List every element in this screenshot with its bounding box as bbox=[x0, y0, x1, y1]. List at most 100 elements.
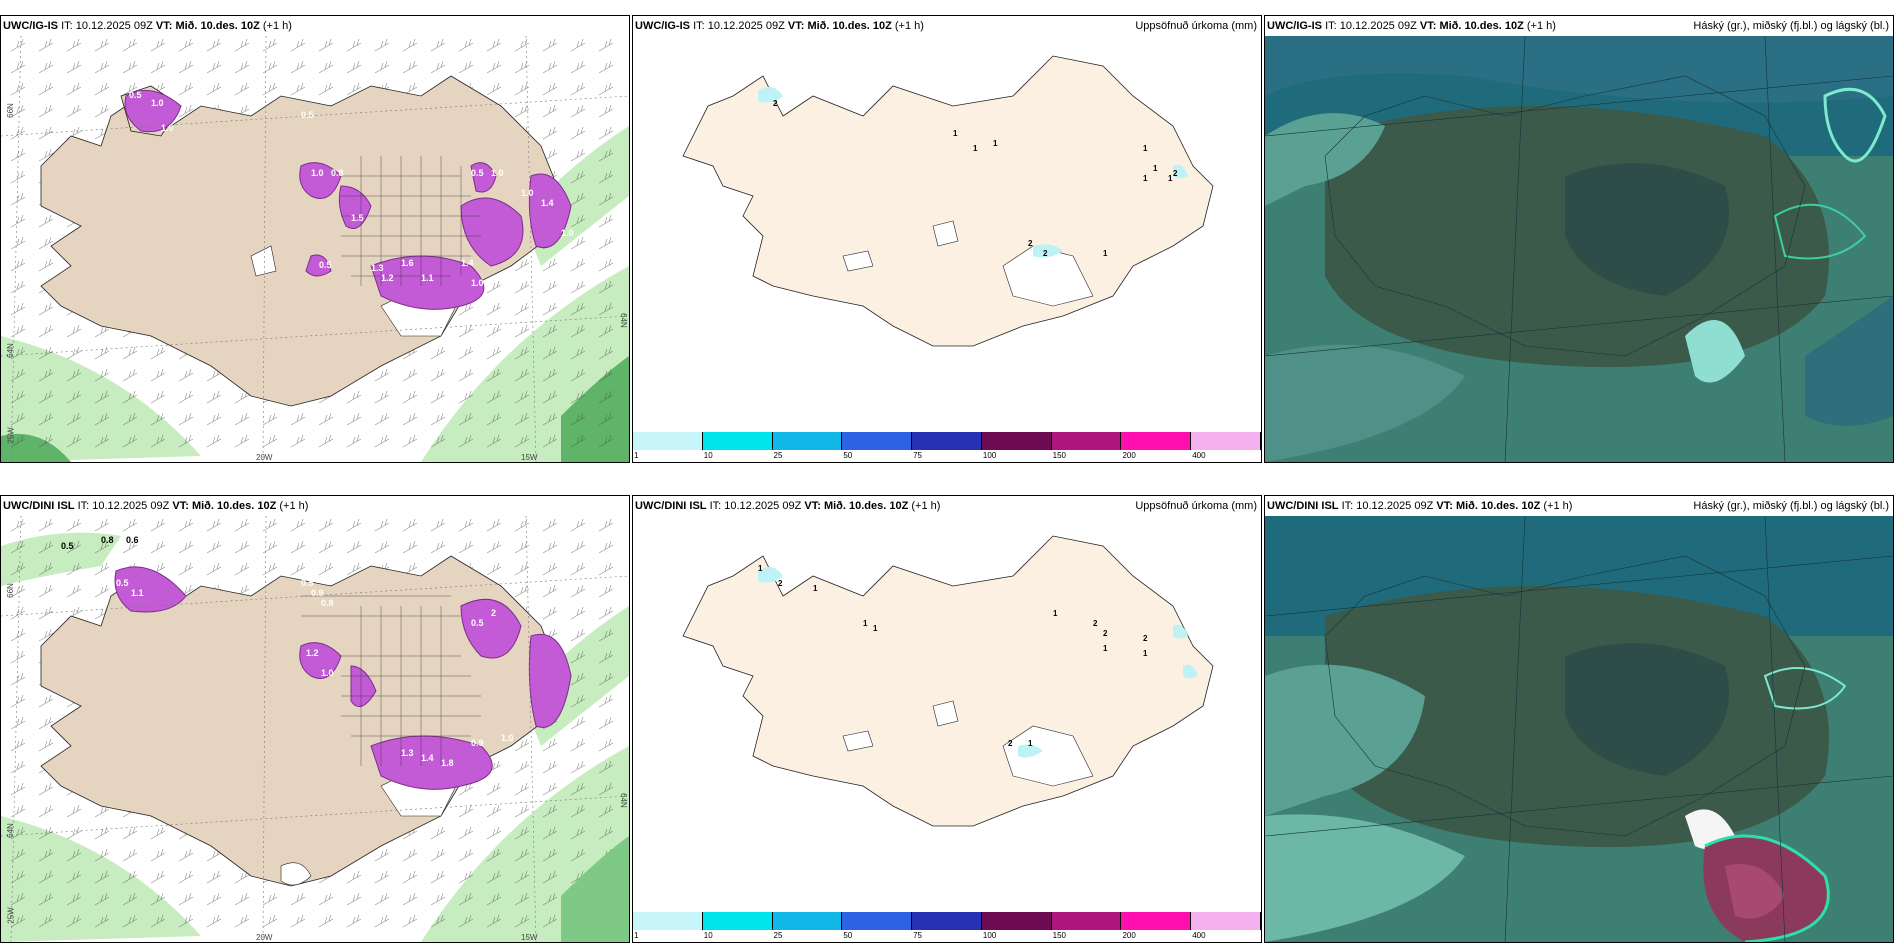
colorbar-tick: 10 bbox=[703, 451, 713, 460]
colorbar: 1 10 25 50 75 100 150 200 400 bbox=[633, 432, 1261, 462]
wind-value-label: 2 bbox=[491, 608, 496, 618]
model-name: UWC/IG-IS bbox=[635, 20, 690, 32]
vt-label: VT: bbox=[787, 20, 805, 32]
precip-value-label: 2 bbox=[1008, 739, 1013, 748]
colorbar-tick: 10 bbox=[703, 931, 713, 940]
colorbar: 1 10 25 50 75 100 150 200 400 bbox=[633, 912, 1261, 942]
colorbar-tick: 25 bbox=[773, 451, 783, 460]
precip-value-label: 1 bbox=[1053, 609, 1058, 618]
lead-time: (+1 h) bbox=[911, 500, 941, 512]
colorbar-swatch bbox=[702, 912, 773, 930]
precip-value-label: 2 bbox=[1028, 239, 1033, 248]
hatch-area bbox=[341, 156, 481, 286]
it-label: IT: bbox=[61, 20, 73, 32]
precip-value-label: 1 bbox=[1103, 249, 1108, 258]
it-value: 10.12.2025 09Z bbox=[707, 20, 785, 32]
wind-value-label: 1.4 bbox=[541, 198, 554, 208]
wind-value-label: 0.5 bbox=[61, 541, 74, 551]
colorbar-swatch bbox=[1191, 432, 1261, 450]
colorbar-tick: 150 bbox=[1052, 451, 1067, 460]
colorbar-swatch bbox=[772, 432, 843, 450]
wind-value-label: 1.0 bbox=[521, 188, 534, 198]
vt-value: Mið. 10.des. 10Z bbox=[807, 20, 892, 32]
colorbar-tick: 400 bbox=[1192, 931, 1206, 940]
precip-value-label: 1 bbox=[993, 139, 998, 148]
panel-header: UWC/IG-IS IT: 10.12.2025 09Z VT: Mið. 10… bbox=[635, 19, 1257, 35]
colorbar-swatch bbox=[912, 912, 982, 930]
wind-value-label: 1.2 bbox=[306, 648, 319, 658]
vt-label: VT: bbox=[1436, 500, 1453, 512]
field-title: Uppsöfnuð úrkoma (mm) bbox=[1135, 500, 1257, 512]
wind-value-label: 1.1 bbox=[421, 273, 434, 283]
wind-value-label: 1.3 bbox=[371, 263, 384, 273]
panel-header: UWC/DINI ISL IT: 10.12.2025 09Z VT: Mið.… bbox=[3, 499, 625, 515]
model-name: UWC/DINI ISL bbox=[635, 500, 707, 512]
wind-value-label: 0.5 bbox=[116, 578, 129, 588]
precip-value-label: 1 bbox=[1168, 174, 1173, 183]
lead-time: (+1 h) bbox=[1543, 500, 1573, 512]
precip-value-label: 2 bbox=[1173, 169, 1178, 178]
precip-blobs bbox=[124, 89, 572, 310]
panel-header: UWC/IG-IS IT: 10.12.2025 09Z VT: Mið. 10… bbox=[3, 19, 625, 35]
panel-header: UWC/IG-IS IT: 10.12.2025 09Z VT: Mið. 10… bbox=[1267, 19, 1889, 35]
panel-header: UWC/DINI ISL IT: 10.12.2025 09Z VT: Mið.… bbox=[1267, 499, 1889, 515]
colorbar-swatch bbox=[633, 912, 703, 930]
wind-map: 0.50.8 0.60.51.10.50.90.81.21.00.521.3 1.4… bbox=[1, 516, 629, 942]
colorbar-swatch bbox=[981, 912, 1052, 930]
wind-value-label: 1.0 bbox=[151, 98, 164, 108]
lat-label: 66N bbox=[5, 583, 15, 598]
colorbar-tick: 50 bbox=[843, 451, 853, 460]
lat-label: 64N bbox=[5, 823, 15, 838]
it-label: IT: bbox=[709, 500, 722, 512]
colorbar-swatch bbox=[842, 912, 913, 930]
precip-value-label: 1 bbox=[1028, 739, 1033, 748]
precip-value-label: 1 bbox=[863, 619, 868, 628]
it-label: IT: bbox=[693, 20, 705, 32]
colorbar-tick: 25 bbox=[773, 931, 783, 940]
precip-value-label: 1 bbox=[1143, 649, 1148, 658]
model-name: UWC/DINI ISL bbox=[3, 500, 75, 512]
wind-value-label: 1.0 bbox=[471, 278, 484, 288]
colorbar-tick: 1 bbox=[634, 451, 639, 460]
colorbar-tick: 150 bbox=[1052, 931, 1067, 940]
colorbar-swatch bbox=[981, 432, 1052, 450]
wind-value-label: 0.5 bbox=[471, 618, 484, 628]
wind-value-label: 0.8 bbox=[331, 168, 344, 178]
precip-value-label: 1 bbox=[1103, 644, 1108, 653]
precip-value-label: 2 bbox=[773, 99, 778, 108]
wind-value-label: 1.6 bbox=[401, 258, 414, 268]
wind-value-label: 0.5 bbox=[129, 90, 142, 100]
precip-value-label: 1 bbox=[953, 129, 958, 138]
precip-value-label: 2 bbox=[778, 579, 783, 588]
it-value: 10.12.2025 09Z bbox=[75, 20, 153, 32]
lon-label: 25W bbox=[6, 907, 16, 924]
precip-value-label: 1 bbox=[1153, 164, 1158, 173]
lon-label: 15W bbox=[521, 933, 538, 942]
panel-precip-igs: UWC/IG-IS IT: 10.12.2025 09Z VT: Mið. 10… bbox=[632, 15, 1262, 463]
field-title: Uppsöfnuð úrkoma (mm) bbox=[1135, 20, 1257, 32]
vt-label: VT: bbox=[155, 20, 173, 32]
model-name: UWC/IG-IS bbox=[3, 20, 58, 32]
precip-value-label: 2 bbox=[1103, 629, 1108, 638]
it-value: 10.12.2025 09Z bbox=[92, 500, 170, 512]
wind-value-label: 0.6 bbox=[126, 535, 139, 545]
wind-value-label: 1.3 bbox=[401, 748, 414, 758]
wind-value-label: 1.0 bbox=[501, 733, 514, 743]
lon-label: 20W bbox=[256, 933, 273, 942]
it-value: 10.12.2025 09Z bbox=[1356, 500, 1434, 512]
lon-label: 20W bbox=[256, 453, 273, 462]
colorbar-swatch bbox=[772, 912, 843, 930]
colorbar-swatch bbox=[1121, 912, 1192, 930]
it-label: IT: bbox=[1341, 500, 1354, 512]
it-value: 10.12.2025 09Z bbox=[1339, 20, 1417, 32]
colorbar-tick: 200 bbox=[1122, 931, 1136, 940]
lat-label: 66N bbox=[5, 103, 15, 118]
wind-value-label: 1.0 bbox=[561, 228, 574, 238]
colorbar-swatch bbox=[1191, 912, 1261, 930]
lat-label: 64N bbox=[5, 343, 15, 358]
colorbar-swatch bbox=[1051, 912, 1122, 930]
colorbar-tick: 1 bbox=[634, 931, 639, 940]
wind-value-label: 0.5 bbox=[471, 168, 484, 178]
model-name: UWC/IG-IS bbox=[1267, 20, 1322, 32]
